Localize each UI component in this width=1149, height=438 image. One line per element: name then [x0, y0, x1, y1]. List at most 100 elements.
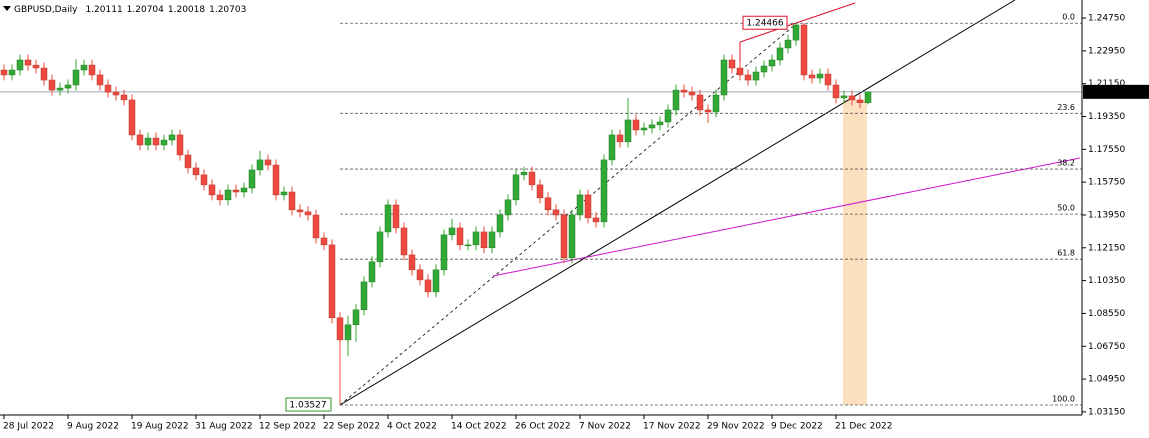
x-tick-label: 12 Sep 2022 — [259, 422, 316, 432]
candle-body — [344, 324, 352, 341]
candle-body — [536, 184, 544, 199]
candle-body — [480, 231, 488, 249]
candle-body — [560, 214, 568, 259]
candle-body — [512, 174, 520, 201]
fib-level-label: 38.2 — [1057, 159, 1075, 168]
fib-low-box — [285, 397, 332, 412]
y-tick-label: 1.13950 — [1088, 210, 1125, 220]
candle-body — [776, 47, 784, 61]
candle-body — [504, 199, 512, 216]
y-tick-label: 1.15750 — [1088, 178, 1125, 188]
x-tick-label: 31 Aug 2022 — [195, 422, 253, 432]
candle-body — [760, 65, 768, 73]
candle-body — [80, 64, 88, 71]
fib-low-label: 1.03527 — [289, 401, 326, 411]
candle-body — [424, 279, 432, 293]
highlight-zone — [843, 100, 867, 405]
candle-body — [600, 159, 608, 223]
x-tick-label: 9 Dec 2022 — [771, 422, 823, 432]
candle-body — [264, 159, 272, 166]
candle-body — [704, 109, 712, 113]
candle-body — [328, 244, 336, 319]
candle-body — [336, 317, 344, 341]
y-tick-label: 1.08550 — [1088, 309, 1125, 319]
candle-body — [304, 211, 312, 216]
candle-body — [0, 69, 8, 76]
candle-body — [472, 231, 480, 246]
candle-body — [288, 191, 296, 211]
candle-body — [440, 234, 448, 271]
candle-body — [368, 261, 376, 283]
y-tick-label: 1.19350 — [1088, 112, 1125, 122]
menu-icon — [3, 6, 11, 11]
candle-body — [224, 189, 232, 201]
low-price: 1.20018 — [168, 5, 205, 15]
x-tick-label: 4 Oct 2022 — [387, 422, 437, 432]
candle-body — [392, 204, 400, 229]
candle-body — [864, 91, 872, 103]
candle-body — [672, 89, 680, 111]
fib-level-label: 61.8 — [1057, 249, 1075, 258]
candle-body — [816, 73, 824, 79]
candle-body — [136, 134, 144, 146]
candle-body — [744, 74, 752, 81]
candle-body — [640, 127, 648, 131]
x-tick-label: 9 Aug 2022 — [67, 422, 119, 432]
fib-high-box — [742, 15, 788, 30]
y-tick-label: 1.24750 — [1088, 14, 1125, 24]
candle-body — [200, 174, 208, 186]
fib-level-label: 100.0 — [1052, 395, 1075, 404]
candle-body — [576, 194, 584, 216]
trend-line — [339, 0, 1016, 406]
candle-body — [712, 94, 720, 113]
chart-title: GBPUSD,Daily — [14, 5, 78, 15]
candle-body — [464, 244, 472, 247]
candle-body — [456, 227, 464, 246]
candle-body — [568, 214, 576, 259]
y-tick-label: 1.22950 — [1088, 46, 1125, 56]
candle-body — [152, 137, 160, 146]
candle-body — [792, 24, 800, 41]
candle-body — [32, 64, 40, 69]
candle-body — [40, 67, 48, 81]
candle-body — [248, 169, 256, 189]
candle-body — [632, 119, 640, 131]
candle-body — [208, 184, 216, 196]
candle-body — [728, 59, 736, 69]
y-tick-label: 1.06750 — [1088, 342, 1125, 352]
candle-body — [312, 214, 320, 239]
candle-body — [168, 134, 176, 141]
candle-body — [320, 237, 328, 246]
candle-body — [688, 91, 696, 96]
candle-body — [784, 39, 792, 49]
candle-body — [24, 59, 32, 66]
candle-body — [488, 231, 496, 249]
candle-body — [544, 197, 552, 211]
x-tick-label: 19 Aug 2022 — [131, 422, 189, 432]
candle-body — [376, 231, 384, 263]
y-tick-label: 1.03150 — [1088, 407, 1125, 417]
x-tick-label: 17 Nov 2022 — [643, 422, 701, 432]
candle-body — [400, 227, 408, 256]
candle-body — [840, 95, 848, 99]
open-price: 1.20111 — [85, 5, 122, 15]
y-tick-label: 1.21150 — [1088, 79, 1125, 89]
candle-body — [48, 79, 56, 91]
candle-body — [232, 189, 240, 193]
candle-body — [832, 84, 840, 99]
x-tick-label: 21 Dec 2022 — [835, 422, 893, 432]
x-tick-label: 29 Nov 2022 — [707, 422, 765, 432]
candle-body — [360, 281, 368, 311]
candle-body — [240, 187, 248, 193]
candle-body — [768, 59, 776, 67]
candle-body — [184, 154, 192, 169]
candle-body — [608, 134, 616, 161]
candle-body — [496, 214, 504, 233]
candle-body — [808, 74, 816, 79]
candle-body — [552, 209, 560, 216]
candle-body — [64, 84, 72, 89]
candle-body — [752, 71, 760, 81]
high-price: 1.20704 — [127, 5, 164, 15]
candle-body — [384, 204, 392, 233]
